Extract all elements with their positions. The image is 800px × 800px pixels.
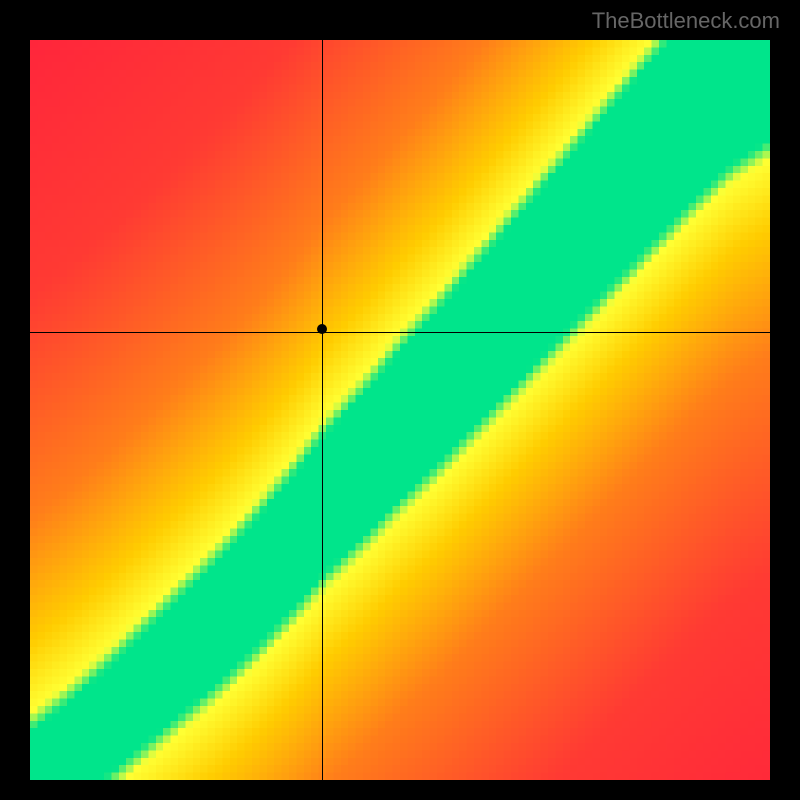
watermark-text: TheBottleneck.com bbox=[592, 8, 780, 34]
bottleneck-heatmap bbox=[30, 40, 770, 780]
heatmap-canvas bbox=[30, 40, 770, 780]
